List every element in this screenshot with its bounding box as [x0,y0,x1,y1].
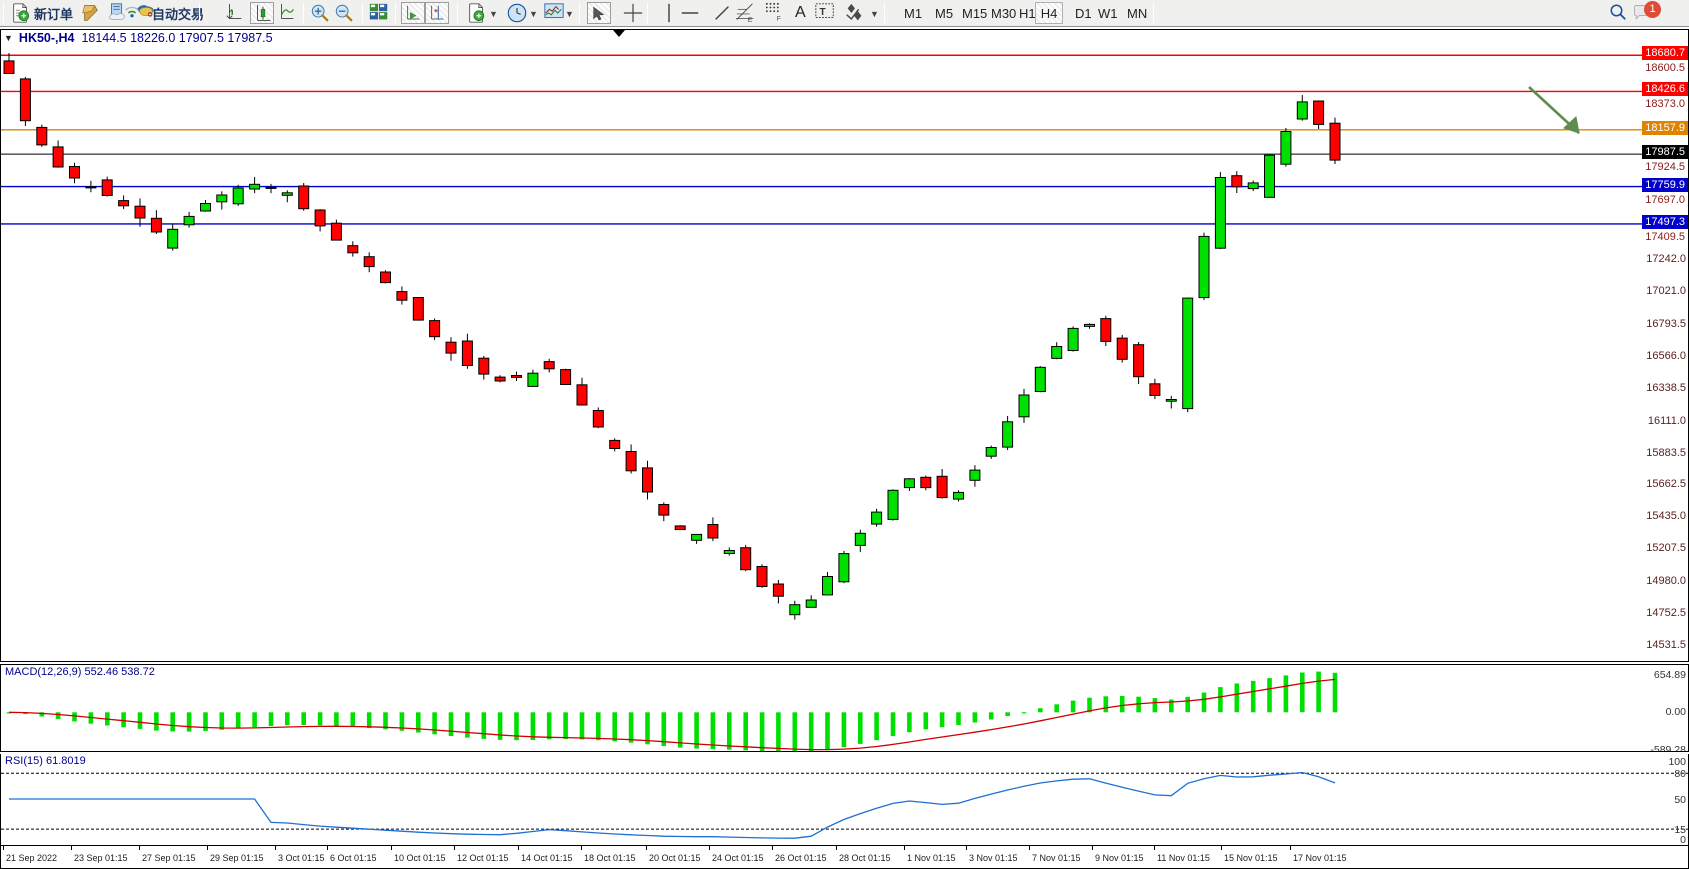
svg-text:E: E [748,17,752,24]
svg-text:T: T [820,7,827,18]
svg-text:F: F [777,15,781,22]
